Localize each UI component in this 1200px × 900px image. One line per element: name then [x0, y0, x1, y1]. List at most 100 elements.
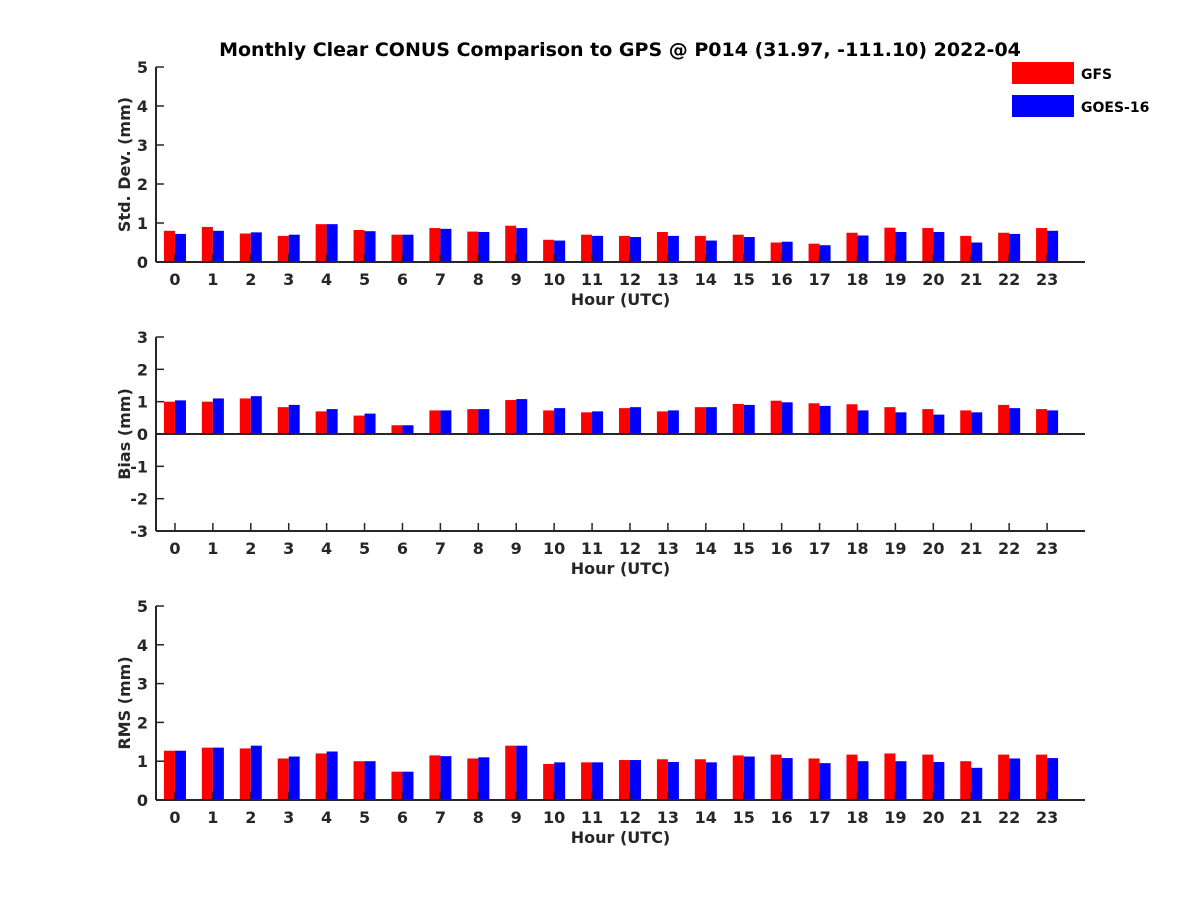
bar-gfs-hour-9 [505, 745, 517, 800]
bar-gfs-hour-9 [505, 225, 517, 262]
bar-goes-16-hour-1 [212, 230, 224, 262]
x-tick-label: 10 [543, 539, 565, 558]
bar-gfs-hour-8 [467, 231, 479, 262]
bar-goes-16-hour-5 [364, 413, 376, 434]
x-axis-label: Hour (UTC) [571, 290, 671, 309]
bar-goes-16-hour-9 [516, 228, 528, 262]
x-tick-label: 19 [884, 539, 906, 558]
bar-goes-16-hour-19 [895, 761, 907, 800]
bar-gfs-hour-18 [846, 404, 858, 434]
bar-gfs-hour-20 [922, 754, 934, 800]
x-tick-label: 14 [695, 539, 717, 558]
x-tick-label: 23 [1036, 539, 1058, 558]
x-tick-label: 19 [884, 808, 906, 827]
y-tick-label: 0 [137, 791, 148, 810]
x-tick-label: 3 [283, 270, 294, 289]
x-tick-label: 15 [733, 808, 755, 827]
bar-goes-16-hour-6 [402, 425, 414, 434]
bar-goes-16-hour-22 [1009, 233, 1021, 262]
x-tick-label: 16 [771, 270, 793, 289]
bar-gfs-hour-4 [315, 224, 327, 262]
bar-goes-16-hour-3 [288, 756, 300, 800]
bar-gfs-hour-0 [163, 401, 175, 434]
bar-gfs-hour-17 [808, 243, 820, 262]
bar-gfs-hour-16 [770, 400, 782, 434]
y-tick-label: 1 [137, 752, 148, 771]
bar-goes-16-hour-18 [857, 761, 869, 800]
bar-gfs-hour-20 [922, 228, 934, 262]
bar-goes-16-hour-17 [819, 405, 831, 434]
y-tick-label: 2 [137, 713, 148, 732]
bar-goes-16-hour-8 [478, 757, 490, 800]
x-tick-label: 12 [619, 270, 641, 289]
bar-goes-16-hour-0 [174, 233, 186, 262]
x-tick-label: 10 [543, 808, 565, 827]
bar-gfs-hour-4 [315, 753, 327, 800]
x-tick-label: 20 [922, 808, 944, 827]
bar-gfs-hour-13 [656, 231, 668, 262]
x-tick-label: 13 [657, 808, 679, 827]
bar-goes-16-hour-21 [971, 412, 983, 434]
y-tick-label: 2 [137, 175, 148, 194]
x-axis-label: Hour (UTC) [571, 559, 671, 578]
y-tick-label: 3 [137, 675, 148, 694]
x-tick-label: 2 [245, 539, 256, 558]
x-tick-label: 23 [1036, 808, 1058, 827]
x-tick-label: 7 [435, 539, 446, 558]
y-axis-label: Bias (mm) [115, 388, 134, 480]
x-tick-label: 9 [511, 539, 522, 558]
x-tick-label: 3 [283, 539, 294, 558]
bar-gfs-hour-0 [163, 750, 175, 800]
x-tick-label: 6 [397, 270, 408, 289]
bar-gfs-hour-7 [429, 410, 441, 434]
bar-goes-16-hour-20 [933, 414, 945, 434]
bar-gfs-hour-15 [732, 234, 744, 262]
y-tick-label: 3 [137, 328, 148, 347]
bar-gfs-hour-2 [239, 398, 251, 434]
chart-title: Monthly Clear CONUS Comparison to GPS @ … [219, 39, 1021, 61]
x-tick-label: 17 [808, 808, 830, 827]
bar-gfs-hour-12 [618, 760, 630, 800]
x-tick-label: 22 [998, 808, 1020, 827]
bar-goes-16-hour-1 [212, 747, 224, 800]
bar-goes-16-hour-5 [364, 231, 376, 262]
x-tick-label: 4 [321, 808, 332, 827]
x-tick-label: 20 [922, 539, 944, 558]
bar-goes-16-hour-4 [326, 224, 338, 262]
bar-gfs-hour-7 [429, 228, 441, 262]
bar-gfs-hour-7 [429, 755, 441, 800]
bar-goes-16-hour-1 [212, 398, 224, 434]
bar-gfs-hour-14 [694, 235, 706, 262]
x-tick-label: 4 [321, 539, 332, 558]
x-tick-label: 16 [771, 808, 793, 827]
x-tick-label: 0 [169, 539, 180, 558]
legend-label: GOES-16 [1081, 100, 1149, 116]
x-tick-label: 4 [321, 270, 332, 289]
bar-gfs-hour-21 [960, 761, 972, 800]
bar-goes-16-hour-3 [288, 404, 300, 434]
x-tick-label: 3 [283, 808, 294, 827]
y-tick-label: 2 [137, 360, 148, 379]
x-tick-label: 1 [207, 539, 218, 558]
bar-goes-16-hour-14 [705, 240, 717, 262]
bar-goes-16-hour-12 [629, 760, 641, 800]
bar-goes-16-hour-2 [250, 745, 262, 800]
bar-goes-16-hour-16 [781, 758, 793, 800]
bar-goes-16-hour-11 [592, 411, 604, 434]
bar-goes-16-hour-7 [440, 410, 452, 434]
bar-goes-16-hour-6 [402, 234, 414, 262]
y-tick-label: 1 [137, 393, 148, 412]
x-tick-label: 7 [435, 270, 446, 289]
bar-gfs-hour-1 [201, 401, 213, 434]
bar-goes-16-hour-14 [705, 407, 717, 434]
bar-goes-16-hour-17 [819, 245, 831, 262]
x-tick-label: 17 [808, 270, 830, 289]
x-tick-label: 5 [359, 808, 370, 827]
bar-gfs-hour-3 [277, 235, 289, 262]
x-axis-label: Hour (UTC) [571, 828, 671, 847]
bar-goes-16-hour-7 [440, 228, 452, 262]
bar-goes-16-hour-22 [1009, 408, 1021, 434]
